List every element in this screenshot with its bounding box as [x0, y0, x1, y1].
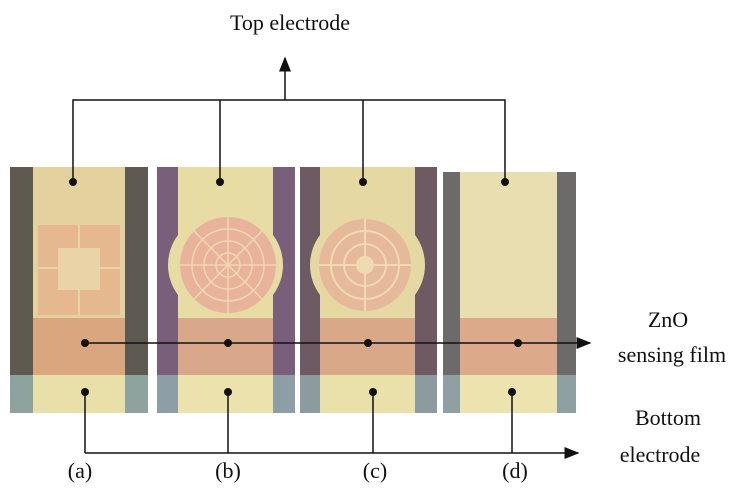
zno-label: ZnO [648, 307, 688, 332]
micrograph-d [443, 172, 576, 413]
micrograph-a [10, 167, 148, 413]
panel-label: (c) [363, 458, 387, 483]
bottom-electrode-label: electrode [620, 442, 701, 467]
sensing-label: sensing film [618, 342, 726, 367]
panel-label: (a) [68, 458, 92, 483]
micrograph-c [300, 167, 437, 413]
panel-label: (d) [502, 458, 528, 483]
top-label: Top electrode [230, 10, 350, 35]
diagram: Top electrode ZnO sensing film Bottom el… [0, 0, 737, 488]
bottom-label: Bottom [635, 405, 701, 430]
micrograph-b [157, 167, 295, 413]
panel-label: (b) [215, 458, 241, 483]
